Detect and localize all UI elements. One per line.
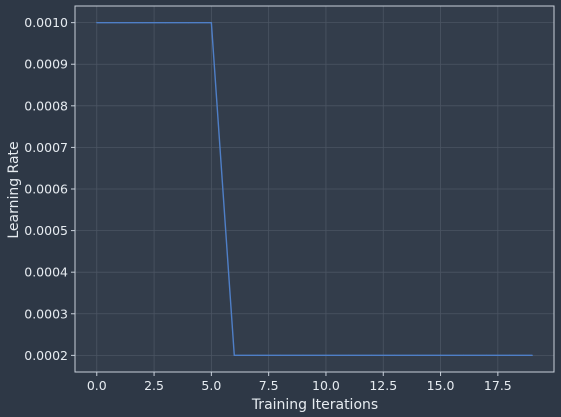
x-tick-label: 0.0 bbox=[87, 378, 107, 393]
data-point bbox=[142, 22, 144, 24]
data-point bbox=[325, 354, 327, 356]
series-line bbox=[96, 21, 533, 357]
x-tick-label: 10.0 bbox=[312, 378, 340, 393]
x-tick-label: 7.5 bbox=[259, 378, 279, 393]
grid-lines bbox=[75, 6, 554, 372]
data-point bbox=[302, 354, 304, 356]
y-tick-label: 0.0010 bbox=[24, 15, 68, 30]
data-point bbox=[279, 354, 281, 356]
plot-frame bbox=[74, 5, 555, 373]
data-point bbox=[531, 354, 533, 356]
data-point bbox=[96, 22, 98, 24]
data-point bbox=[164, 22, 167, 24]
y-tick-label: 0.0009 bbox=[24, 57, 68, 72]
x-tick-labels: 0.0 2.5 5.0 7.5 10.0 12.5 15.0 17.5 bbox=[87, 378, 512, 393]
data-point bbox=[348, 354, 350, 356]
y-tick-label: 0.0008 bbox=[24, 98, 68, 113]
x-tick-label: 2.5 bbox=[144, 378, 164, 393]
x-tick-label: 15.0 bbox=[427, 378, 455, 393]
y-tick-label: 0.0007 bbox=[24, 140, 68, 155]
data-point bbox=[394, 354, 396, 356]
data-series bbox=[96, 21, 533, 357]
y-tick-labels: 0.0002 0.0003 0.0004 0.0005 0.0006 0.0007 0.00… bbox=[24, 15, 68, 363]
tick-marks bbox=[71, 22, 499, 376]
x-tick-label: 17.5 bbox=[484, 378, 512, 393]
y-axis-label: Learning Rate bbox=[6, 141, 22, 238]
y-tick-label: 0.0005 bbox=[24, 223, 68, 238]
x-axis-label: Training Iterations bbox=[251, 397, 378, 413]
data-point bbox=[508, 354, 510, 356]
data-point bbox=[210, 22, 212, 24]
data-point bbox=[119, 22, 121, 24]
y-tick-label: 0.0002 bbox=[24, 348, 68, 363]
y-tick-label: 0.0004 bbox=[24, 265, 68, 280]
x-tick-label: 5.0 bbox=[201, 378, 221, 393]
y-tick-label: 0.0006 bbox=[24, 182, 68, 197]
data-point bbox=[485, 354, 487, 356]
data-point bbox=[256, 354, 258, 356]
data-point bbox=[371, 354, 373, 356]
y-tick-label: 0.0003 bbox=[24, 306, 68, 321]
data-point bbox=[233, 354, 235, 356]
data-point bbox=[417, 354, 419, 356]
data-point bbox=[462, 354, 465, 356]
x-tick-label: 12.5 bbox=[369, 378, 397, 393]
data-point bbox=[439, 354, 442, 356]
data-point bbox=[187, 22, 190, 24]
